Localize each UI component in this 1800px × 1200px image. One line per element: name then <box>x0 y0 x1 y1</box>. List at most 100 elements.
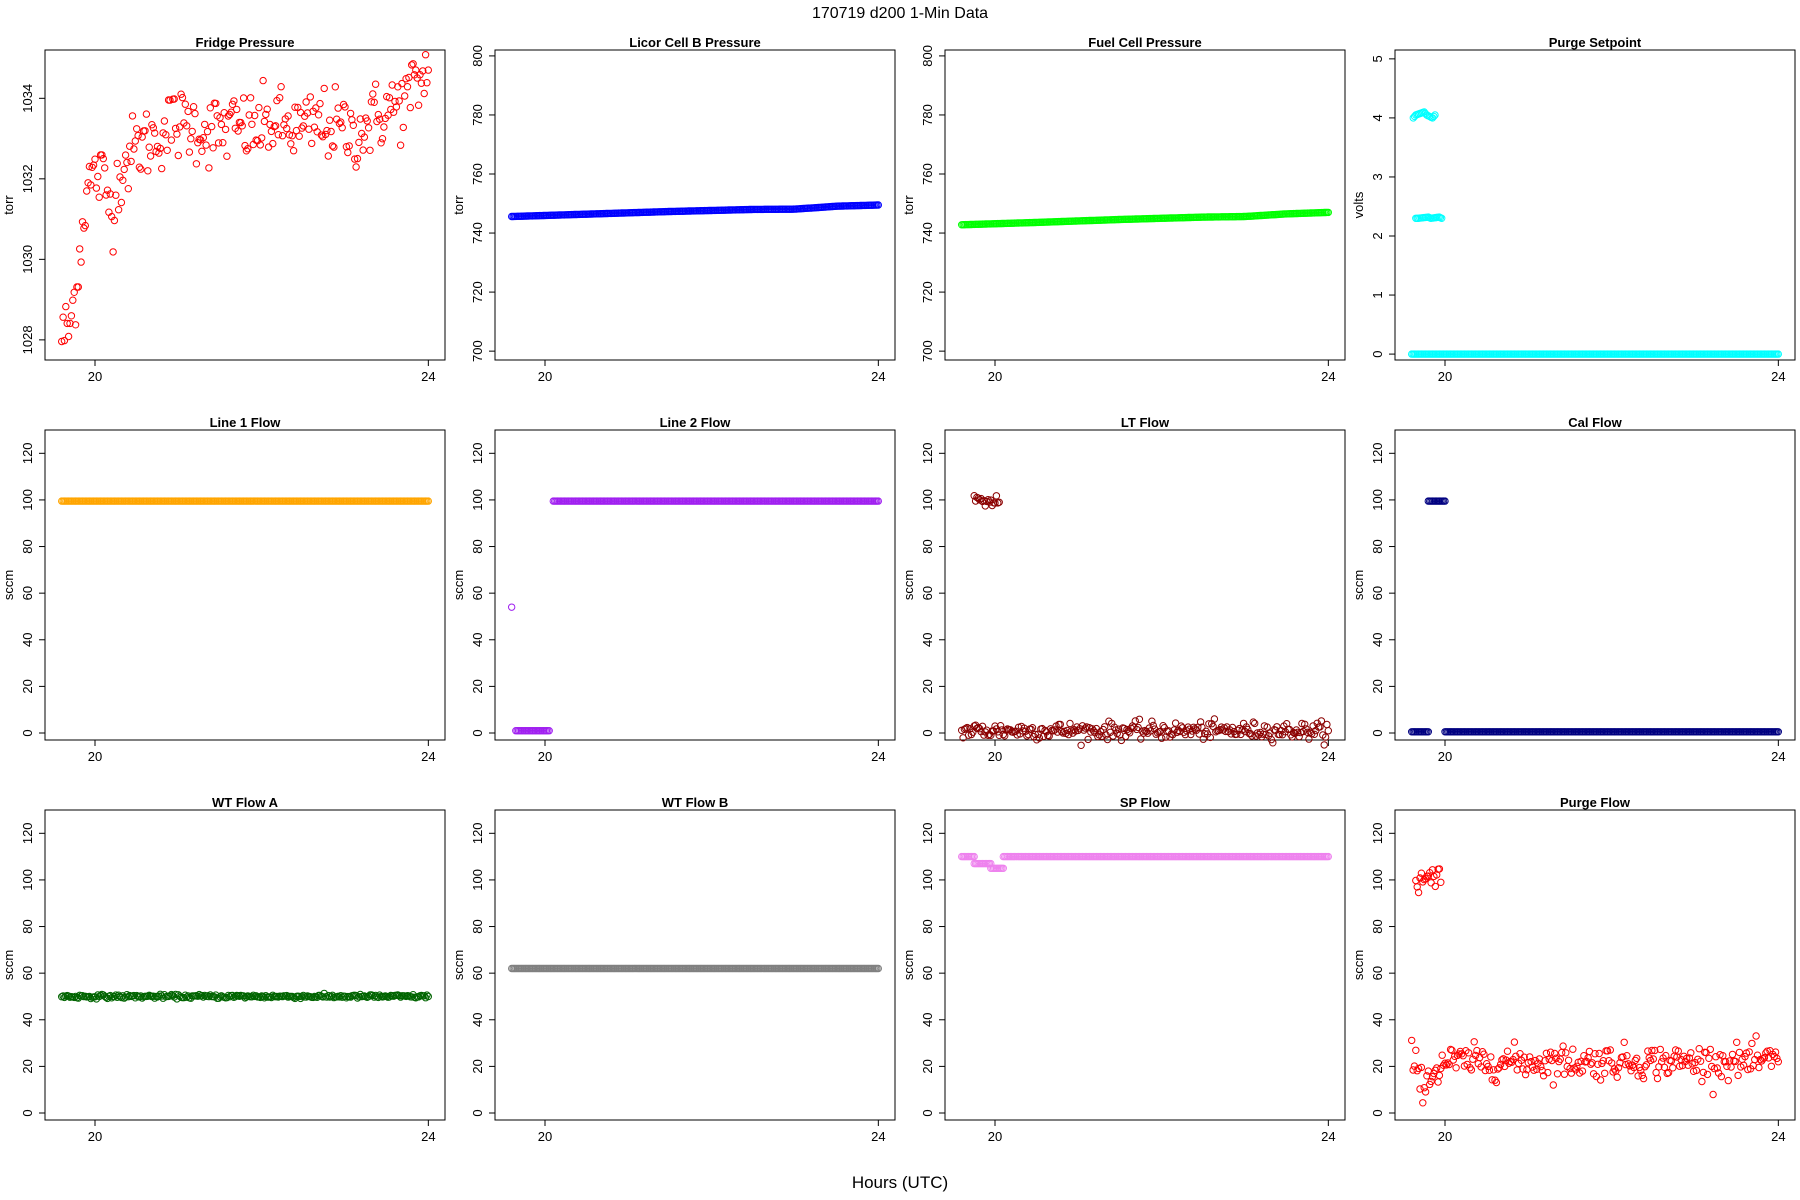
data-point <box>366 146 374 155</box>
chart-panel: SP Flow sccm 0 20 40 60 80 100 120 20 24 <box>901 795 1346 1144</box>
data-point <box>408 61 416 69</box>
y-tick-label: 40 <box>1370 633 1385 647</box>
data-point <box>1310 730 1319 738</box>
data-point <box>151 129 159 137</box>
data-point <box>1591 1050 1599 1058</box>
x-tick-label: 20 <box>538 749 552 764</box>
y-tick-label: 40 <box>20 633 35 647</box>
data-point <box>1641 1063 1649 1071</box>
data-point <box>1569 1045 1577 1053</box>
data-point <box>1441 1059 1449 1067</box>
data-point <box>130 991 138 1000</box>
data-point <box>1551 1049 1559 1058</box>
data-point <box>1763 1047 1771 1055</box>
data-point <box>1739 1061 1748 1070</box>
data-point <box>1081 724 1090 732</box>
data-point <box>146 152 155 160</box>
y-tick-label: 0 <box>920 729 935 736</box>
data-point <box>984 731 992 739</box>
data-point <box>1430 112 1438 121</box>
data-point <box>1480 1050 1488 1058</box>
data-point <box>355 993 363 1001</box>
data-point <box>1669 1064 1677 1072</box>
data-point <box>1559 1042 1567 1050</box>
data-point <box>1074 726 1083 735</box>
data-point <box>992 492 1001 500</box>
data-point <box>341 103 349 111</box>
data-point <box>1626 1062 1634 1070</box>
data-point <box>95 193 103 201</box>
data-point <box>194 992 202 1000</box>
data-point <box>998 726 1006 734</box>
y-tick-label: 0 <box>20 1109 35 1116</box>
y-tick-label: 20 <box>1370 1059 1385 1073</box>
data-point <box>221 125 230 134</box>
data-point <box>1620 1038 1628 1047</box>
data-point <box>981 502 989 510</box>
data-point <box>287 140 295 148</box>
data-point <box>264 143 273 151</box>
data-point <box>1276 730 1284 739</box>
data-point <box>1445 1060 1453 1069</box>
data-points <box>508 964 882 973</box>
chart-title: Line 2 Flow <box>660 415 732 430</box>
data-point <box>338 124 346 132</box>
chart-panel: Line 2 Flow sccm 0 20 40 60 80 100 120 20 24 <box>451 415 896 764</box>
data-point <box>334 104 342 112</box>
y-axis-label: torr <box>1 195 16 215</box>
data-point <box>1727 1063 1735 1071</box>
data-point <box>1651 1046 1659 1055</box>
data-point <box>391 97 399 106</box>
y-tick-label: 40 <box>920 633 935 647</box>
data-point <box>173 130 181 138</box>
data-point <box>302 98 310 106</box>
y-tick-label: 100 <box>1370 869 1385 891</box>
data-point <box>302 993 310 1001</box>
data-point <box>367 98 376 106</box>
data-point <box>1599 1057 1608 1065</box>
data-point <box>1059 729 1067 737</box>
data-point <box>374 110 382 119</box>
data-point <box>1734 1071 1742 1080</box>
data-point <box>1573 1062 1581 1071</box>
data-point <box>156 144 165 153</box>
data-point <box>1709 1090 1717 1099</box>
data-point <box>962 724 970 733</box>
data-point <box>174 151 183 160</box>
data-point <box>64 332 73 341</box>
data-point <box>352 163 360 171</box>
data-point <box>99 154 108 163</box>
data-point <box>1639 1074 1648 1083</box>
y-tick-label: 80 <box>20 919 35 933</box>
plot-frame <box>1394 429 1796 741</box>
x-tick-label: 20 <box>1438 369 1452 384</box>
data-point <box>995 498 1003 506</box>
data-point <box>398 79 406 88</box>
data-point <box>874 497 882 505</box>
data-point <box>1027 725 1035 733</box>
data-point <box>62 302 70 311</box>
plot-frame <box>44 49 446 361</box>
data-point <box>999 864 1007 872</box>
data-point <box>1324 208 1333 217</box>
y-tick-label: 80 <box>470 539 485 553</box>
data-point <box>216 993 224 1001</box>
data-point <box>203 127 212 136</box>
x-tick-label: 24 <box>1771 749 1785 764</box>
data-points <box>58 51 432 346</box>
data-point <box>1595 1049 1603 1058</box>
data-point <box>423 991 431 999</box>
data-point <box>163 146 171 155</box>
data-point <box>1438 1051 1446 1059</box>
data-point <box>187 135 195 143</box>
data-point <box>121 151 130 159</box>
data-point <box>1248 732 1256 740</box>
data-point <box>283 124 291 133</box>
data-point <box>424 66 432 74</box>
data-point <box>1767 1062 1776 1071</box>
data-point <box>1698 1077 1706 1086</box>
data-point <box>1648 1046 1656 1055</box>
data-point <box>205 164 213 172</box>
data-point <box>1498 1056 1506 1064</box>
y-tick-label: 80 <box>1370 919 1385 933</box>
